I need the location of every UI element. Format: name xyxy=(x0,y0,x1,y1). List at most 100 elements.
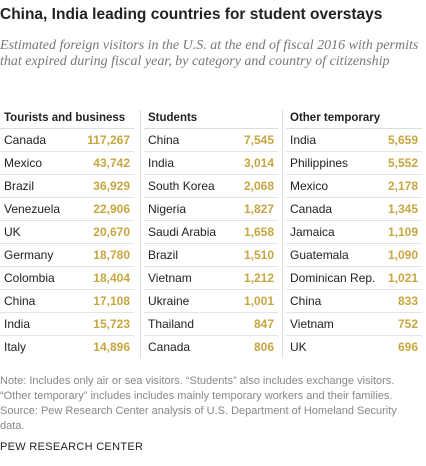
count: 752 xyxy=(397,317,418,331)
table-row: India 5,659 xyxy=(286,129,422,152)
country: Jamaica xyxy=(290,225,335,239)
table-body: Canada 117,267 Mexico 43,742 Brazil 36,929 Ven… xyxy=(0,129,134,358)
footer: PEW RESEARCH CENTER xyxy=(0,441,144,453)
count: 1,109 xyxy=(387,225,418,239)
table-row: Italy 14,896 xyxy=(0,336,134,358)
table-row: Ukraine 1,001 xyxy=(144,290,278,313)
table-row: South Korea 2,068 xyxy=(144,175,278,198)
table-row: Thailand 847 xyxy=(144,313,278,336)
count: 1,345 xyxy=(387,202,418,216)
table-row: Philippines 5,552 xyxy=(286,152,422,175)
country: Venezuela xyxy=(4,202,61,216)
table-row: Mexico 43,742 xyxy=(0,152,134,175)
count: 36,929 xyxy=(93,179,130,193)
country: Colombia xyxy=(4,271,55,285)
count: 7,545 xyxy=(243,133,274,147)
count: 20,670 xyxy=(93,225,130,239)
count: 806 xyxy=(253,340,274,354)
country: Brazil xyxy=(4,179,35,193)
notes: Note: Includes only air or sea visitors.… xyxy=(0,374,420,434)
country: China xyxy=(148,133,180,147)
table-column: Students China 7,545 India 3,014 South Korea 2… xyxy=(144,108,278,358)
divider xyxy=(140,110,141,358)
country: China xyxy=(4,294,36,308)
table-row: Colombia 18,404 xyxy=(0,267,134,290)
table-row: Vietnam 752 xyxy=(286,313,422,336)
table-row: UK 696 xyxy=(286,336,422,358)
country: Guatemala xyxy=(290,248,349,262)
table-row: Saudi Arabia 1,658 xyxy=(144,221,278,244)
country: Philippines xyxy=(290,156,349,170)
table-row: India 3,014 xyxy=(144,152,278,175)
country: Germany xyxy=(4,248,54,262)
table-row: Guatemala 1,090 xyxy=(286,244,422,267)
country: UK xyxy=(290,340,307,354)
country: Nigeria xyxy=(148,202,187,216)
title: China, India leading countries for stude… xyxy=(0,6,383,23)
table-row: Canada 1,345 xyxy=(286,198,422,221)
country: Thailand xyxy=(148,317,195,331)
table-column: Other temporary India 5,659 Philippines 5,55… xyxy=(286,108,422,358)
table-row: Jamaica 1,109 xyxy=(286,221,422,244)
table-row: Brazil 1,510 xyxy=(144,244,278,267)
country: Saudi Arabia xyxy=(148,225,217,239)
country: Canada xyxy=(290,202,333,216)
count: 22,906 xyxy=(93,202,130,216)
country: India xyxy=(4,317,31,331)
count: 1,212 xyxy=(243,271,274,285)
count: 833 xyxy=(397,294,418,308)
country: Vietnam xyxy=(148,271,192,285)
count: 1,001 xyxy=(243,294,274,308)
count: 1,510 xyxy=(243,248,274,262)
country: Canada xyxy=(148,340,191,354)
country: South Korea xyxy=(148,179,215,193)
count: 1,827 xyxy=(243,202,274,216)
count: 3,014 xyxy=(243,156,274,170)
count: 1,090 xyxy=(387,248,418,262)
count: 2,068 xyxy=(243,179,274,193)
country: Ukraine xyxy=(148,294,190,308)
table-row: China 17,108 xyxy=(0,290,134,313)
table-row: China 7,545 xyxy=(144,129,278,152)
country: Mexico xyxy=(290,179,329,193)
table-row: Nigeria 1,827 xyxy=(144,198,278,221)
count: 15,723 xyxy=(93,317,130,331)
table-body: India 5,659 Philippines 5,552 Mexico 2,178 Can… xyxy=(286,129,422,358)
country: China xyxy=(290,294,322,308)
table-body: China 7,545 India 3,014 South Korea 2,068 Nige… xyxy=(144,129,278,358)
count: 43,742 xyxy=(93,156,130,170)
count: 2,178 xyxy=(387,179,418,193)
country: Mexico xyxy=(4,156,43,170)
table-row: China 833 xyxy=(286,290,422,313)
table-row: Vietnam 1,212 xyxy=(144,267,278,290)
count: 1,021 xyxy=(387,271,418,285)
count: 18,404 xyxy=(93,271,130,285)
country: India xyxy=(148,156,175,170)
count: 117,267 xyxy=(87,133,130,147)
country: UK xyxy=(4,225,21,239)
count: 847 xyxy=(253,317,274,331)
table-row: Canada 117,267 xyxy=(0,129,134,152)
column-header: Tourists and business xyxy=(0,108,134,129)
count: 696 xyxy=(397,340,418,354)
table-row: UK 20,670 xyxy=(0,221,134,244)
country: Brazil xyxy=(148,248,179,262)
count: 14,896 xyxy=(93,340,130,354)
source: Source: Pew Research Center analysis of … xyxy=(0,405,397,432)
table-row: Mexico 2,178 xyxy=(286,175,422,198)
count: 1,658 xyxy=(243,225,274,239)
count: 18,780 xyxy=(93,248,130,262)
count: 17,108 xyxy=(93,294,130,308)
table-row: India 15,723 xyxy=(0,313,134,336)
column-header: Other temporary xyxy=(286,108,422,129)
country: Dominican Rep. xyxy=(290,271,376,285)
table-row: Germany 18,780 xyxy=(0,244,134,267)
country: Canada xyxy=(4,133,47,147)
table-row: Brazil 36,929 xyxy=(0,175,134,198)
table-row: Venezuela 22,906 xyxy=(0,198,134,221)
table-row: Canada 806 xyxy=(144,336,278,358)
divider xyxy=(282,110,283,358)
country: India xyxy=(290,133,317,147)
table-column: Tourists and business Canada 117,267 Mexico… xyxy=(0,108,134,358)
